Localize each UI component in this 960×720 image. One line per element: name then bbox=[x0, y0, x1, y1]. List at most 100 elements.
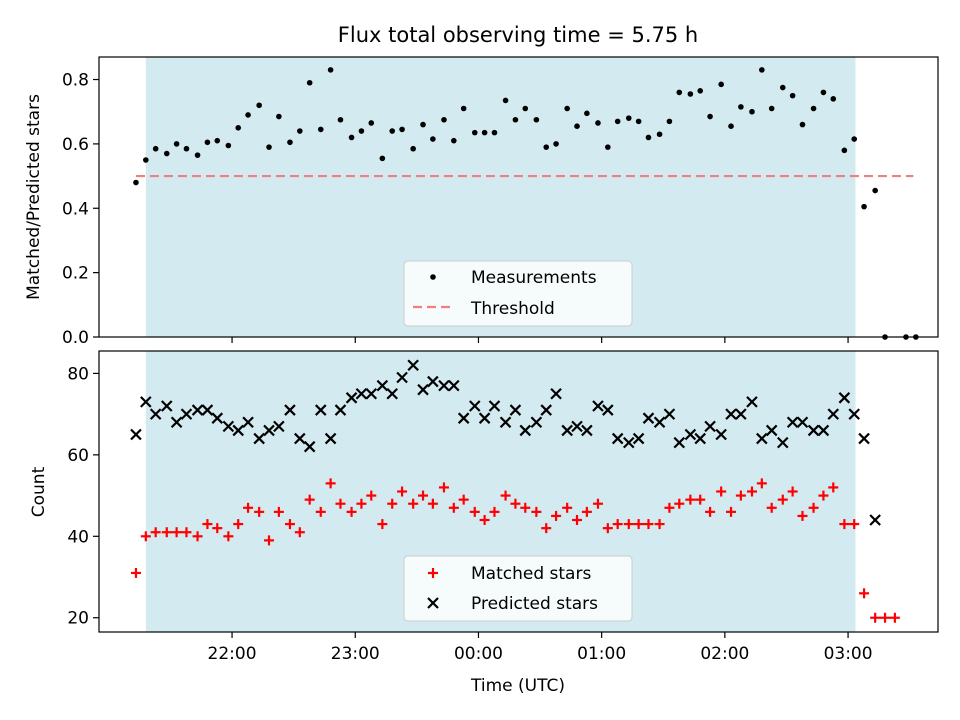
measurement-point bbox=[799, 121, 806, 128]
predicted-star-point bbox=[725, 408, 737, 420]
measurement-point bbox=[851, 136, 858, 142]
predicted-star-point bbox=[673, 436, 686, 449]
measurement-point bbox=[645, 134, 652, 141]
matched-star-point bbox=[427, 498, 438, 509]
predicted-star-point bbox=[519, 424, 532, 437]
predicted-star-point bbox=[149, 408, 162, 420]
predicted-star-point bbox=[448, 379, 460, 392]
predicted-star-point bbox=[684, 428, 697, 441]
predicted-stars-points bbox=[130, 359, 881, 526]
matched-star-point bbox=[880, 612, 891, 623]
predicted-star-point bbox=[611, 432, 624, 445]
bottom-y-axis-label: Count bbox=[29, 466, 49, 517]
measurement-point bbox=[502, 97, 509, 104]
predicted-star-point bbox=[765, 424, 778, 437]
matched-star-point bbox=[531, 506, 542, 517]
predicted-star-point bbox=[376, 379, 389, 392]
predicted-star-point bbox=[561, 424, 573, 437]
matched-star-point bbox=[849, 519, 860, 530]
measurement-point bbox=[204, 139, 211, 146]
matched-star-point bbox=[551, 510, 562, 521]
predicted-star-point bbox=[530, 416, 543, 429]
measurement-point bbox=[306, 79, 313, 86]
matched-star-point bbox=[685, 494, 696, 505]
predicted-star-point bbox=[417, 383, 429, 396]
matched-star-point bbox=[150, 527, 161, 538]
top-legend: Measurements Threshold bbox=[403, 260, 633, 327]
matched-star-point bbox=[304, 494, 315, 505]
predicted-star-point bbox=[396, 371, 408, 384]
measurement-point bbox=[749, 108, 755, 115]
predicted-star-point bbox=[457, 412, 470, 424]
matched-star-point bbox=[243, 502, 254, 513]
predicted-star-point bbox=[786, 416, 799, 429]
measurement-points bbox=[133, 67, 919, 340]
measurement-point bbox=[143, 157, 149, 163]
matched-star-point bbox=[602, 523, 613, 534]
bottom-y-tick-label: 60 bbox=[67, 446, 89, 466]
matched-star-point bbox=[562, 502, 573, 513]
matched-star-point bbox=[654, 519, 665, 530]
measurement-point bbox=[471, 129, 478, 136]
predicted-star-point bbox=[211, 412, 224, 424]
x-tick-label: 22:00 bbox=[208, 644, 257, 664]
predicted-legend-cross bbox=[427, 597, 439, 609]
matched-star-point bbox=[520, 502, 531, 513]
predicted-star-point bbox=[622, 436, 635, 449]
predicted-star-point bbox=[314, 404, 327, 416]
predicted-star-point bbox=[858, 432, 870, 445]
matched-star-point bbox=[510, 498, 521, 509]
measurement-point bbox=[256, 102, 262, 109]
predicted-stars-legend-marker bbox=[427, 597, 439, 609]
matched-star-point bbox=[643, 519, 654, 530]
matched-star-point bbox=[438, 482, 449, 493]
measurement-point bbox=[759, 67, 765, 73]
x-tick-label: 02:00 bbox=[700, 644, 749, 664]
predicted-star-point bbox=[756, 432, 768, 445]
predicted-star-point bbox=[345, 392, 358, 404]
measurements-legend-marker bbox=[430, 274, 436, 280]
predicted-star-point bbox=[550, 387, 562, 400]
matched-star-point bbox=[664, 502, 675, 513]
measurement-point bbox=[779, 84, 786, 91]
measurements-legend-label: Measurements bbox=[471, 268, 597, 288]
predicted-star-point bbox=[704, 420, 716, 433]
measurement-point bbox=[235, 125, 242, 131]
predicted-star-point bbox=[386, 387, 398, 400]
measurement-point bbox=[543, 144, 550, 150]
measurement-point bbox=[820, 89, 827, 96]
measurement-point bbox=[635, 118, 642, 125]
matched-star-point bbox=[397, 486, 408, 497]
predicted-star-point bbox=[581, 424, 593, 437]
measurement-point bbox=[420, 121, 426, 128]
matched-star-point bbox=[254, 506, 265, 517]
measurement-point bbox=[163, 150, 170, 157]
matched-star-point bbox=[572, 515, 583, 526]
matched-star-point bbox=[735, 490, 746, 501]
matched-star-point bbox=[808, 502, 819, 513]
top-panel: 0.0 0.2 0.4 0.6 0.8 Flux total observing tim… bbox=[24, 23, 939, 348]
predicted-star-point bbox=[509, 404, 522, 416]
matched-star-point bbox=[171, 527, 182, 538]
matched-star-point bbox=[212, 523, 223, 534]
matched-star-point bbox=[233, 519, 244, 530]
measurement-point bbox=[358, 128, 365, 134]
top-y-tick-label: 0.0 bbox=[62, 328, 89, 348]
measurement-point bbox=[789, 92, 796, 99]
measurement-point bbox=[399, 126, 405, 133]
measurement-point bbox=[707, 113, 713, 120]
matched-star-point bbox=[448, 502, 459, 513]
measurement-point bbox=[276, 113, 282, 120]
predicted-star-point bbox=[642, 412, 655, 424]
predicted-star-point bbox=[140, 396, 152, 408]
measurement-point bbox=[327, 67, 334, 73]
matched-star-point bbox=[192, 531, 203, 542]
bottom-y-ticks: 20 40 60 80 bbox=[67, 364, 99, 629]
measurement-point bbox=[152, 145, 159, 152]
matched-star-point bbox=[458, 494, 469, 505]
measurement-point bbox=[687, 91, 694, 97]
measurement-point bbox=[287, 139, 293, 146]
top-y-ticks: 0.0 0.2 0.4 0.6 0.8 bbox=[62, 71, 99, 348]
matched-star-point bbox=[264, 535, 275, 546]
